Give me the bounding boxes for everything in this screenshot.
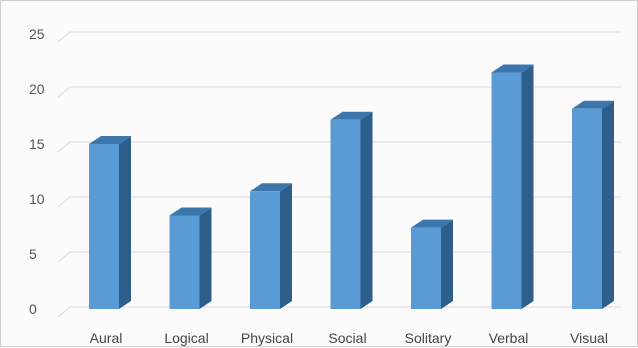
y-axis-ticks: 0 5 10 15 20 25 bbox=[29, 26, 45, 317]
x-tick-label: Social bbox=[328, 330, 366, 346]
gridline bbox=[57, 31, 621, 43]
x-tick-label: Solitary bbox=[405, 330, 452, 346]
x-tick-label: Visual bbox=[570, 330, 608, 346]
bar bbox=[411, 219, 453, 309]
bars bbox=[89, 64, 614, 309]
y-tick-label: 10 bbox=[29, 191, 45, 207]
x-tick-label: Aural bbox=[90, 330, 123, 346]
gridline bbox=[57, 86, 621, 98]
x-tick-label: Logical bbox=[164, 330, 208, 346]
y-tick-label: 25 bbox=[29, 26, 45, 42]
bar bbox=[89, 136, 131, 309]
y-tick-label: 0 bbox=[29, 301, 37, 317]
gridline bbox=[57, 141, 621, 153]
y-tick-label: 15 bbox=[29, 136, 45, 152]
y-tick-label: 5 bbox=[29, 246, 37, 262]
bar bbox=[250, 183, 292, 309]
x-tick-label: Verbal bbox=[489, 330, 529, 346]
x-axis-labels: Aural Logical Physical Social Solitary Verbal… bbox=[90, 330, 608, 346]
y-tick-label: 20 bbox=[29, 81, 45, 97]
bar bbox=[169, 207, 212, 309]
bar bbox=[330, 111, 373, 309]
gridline bbox=[57, 196, 621, 208]
bar bbox=[572, 100, 614, 309]
x-tick-label: Physical bbox=[241, 330, 293, 346]
bar bbox=[491, 64, 534, 309]
